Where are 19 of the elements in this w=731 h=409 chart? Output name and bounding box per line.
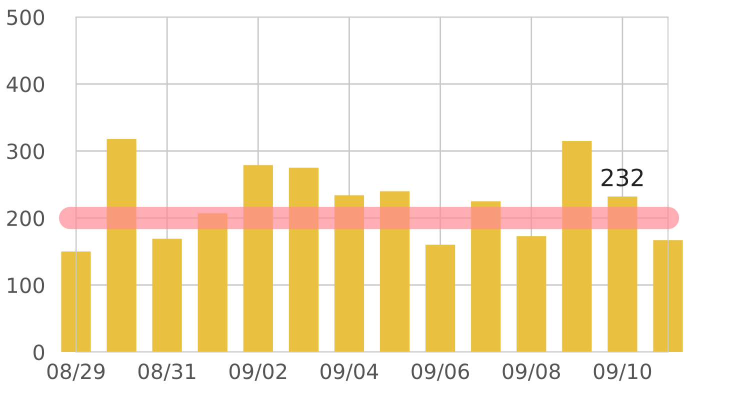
x-tick-label: 08/31 (138, 363, 196, 381)
x-tick-label: 09/06 (412, 363, 470, 381)
x-tick-label: 09/08 (502, 363, 560, 381)
bar (61, 252, 91, 352)
y-tick-label: 200 (7, 210, 44, 226)
y-tick-label: 300 (7, 143, 44, 160)
x-tick-label: 09/02 (230, 363, 286, 381)
y-tick-label: 400 (6, 76, 44, 92)
bar (516, 236, 546, 352)
x-tick-label: 08/29 (47, 363, 105, 381)
bar (653, 240, 683, 352)
bar (152, 238, 182, 352)
x-tick-label: 09/04 (320, 363, 378, 381)
bar (426, 244, 456, 352)
y-tick-label: 0 (34, 344, 44, 360)
y-tick-label: 500 (7, 9, 44, 26)
data-label: 232 (602, 168, 643, 186)
x-tick-label: 09/10 (594, 363, 652, 381)
y-tick-label: 100 (8, 277, 44, 294)
